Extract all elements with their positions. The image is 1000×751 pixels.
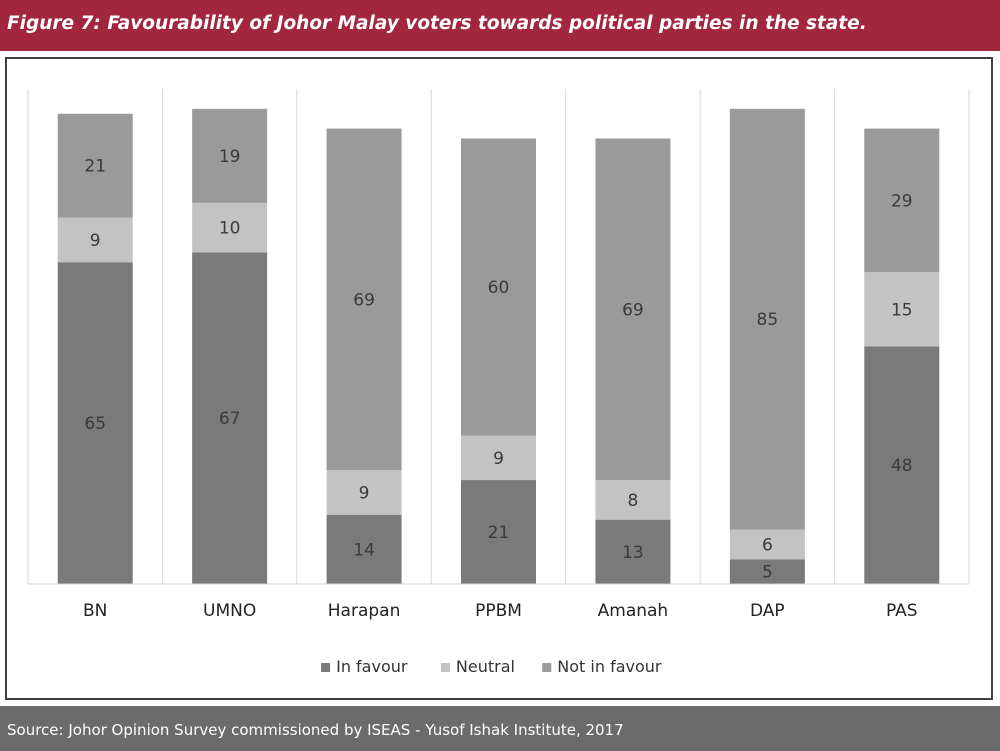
data-label: 9	[90, 231, 101, 251]
data-label: 85	[757, 310, 779, 330]
bar-segment	[192, 252, 268, 584]
data-label: 5	[762, 563, 773, 583]
bar-segment	[192, 202, 268, 253]
bar-segment	[461, 480, 536, 584]
bar-segment	[326, 514, 402, 584]
bar-segment	[57, 262, 133, 584]
bar-segment	[461, 435, 536, 481]
data-label: 67	[219, 409, 241, 429]
data-label: 9	[493, 449, 504, 469]
bar-segment	[326, 128, 402, 471]
data-label: 8	[628, 491, 639, 511]
bar-segment	[729, 108, 805, 530]
data-label: 69	[622, 300, 644, 320]
legend-label: Not in favour	[557, 657, 662, 676]
source-footer: Source: Johor Opinion Survey commissione…	[0, 706, 1000, 751]
bar-segment	[461, 138, 536, 436]
data-label: 15	[891, 300, 913, 320]
legend-swatch	[321, 663, 331, 672]
data-label: 19	[219, 147, 241, 167]
bar-segment	[864, 128, 940, 273]
chart-frame: 65 9 21 67 10 19 14 9 69 21 9 60 13 8 69 5 6 85 48 15 29 BN UM…	[5, 57, 993, 700]
category-label: PPBM	[475, 601, 522, 621]
bar-segment	[57, 217, 133, 263]
bar-segment	[729, 529, 805, 560]
data-label: 21	[488, 523, 510, 543]
bar-segment	[864, 272, 940, 347]
figure-title: Figure 7: Favourability of Johor Malay v…	[7, 13, 867, 34]
category-label: Amanah	[598, 601, 669, 621]
category-label: PAS	[886, 601, 918, 621]
category-label: UMNO	[203, 601, 256, 621]
data-label: 13	[622, 543, 644, 563]
bar-segment	[57, 113, 133, 218]
legend-label: Neutral	[456, 657, 515, 676]
legend-label: In favour	[336, 657, 408, 676]
legend-swatch	[542, 663, 552, 672]
stacked-bar-chart: 65 9 21 67 10 19 14 9 69 21 9 60 13 8 69 5 6 85 48 15 29 BN UM…	[27, 89, 970, 676]
source-text: Source: Johor Opinion Survey commissione…	[7, 721, 624, 739]
category-label: DAP	[750, 601, 785, 621]
bar-segment	[192, 108, 268, 203]
bar-segment	[864, 346, 940, 584]
data-label: 21	[84, 157, 106, 177]
bar-segment	[595, 519, 671, 584]
category-label: Harapan	[328, 601, 401, 621]
data-label: 29	[891, 191, 913, 211]
category-label: BN	[83, 601, 107, 621]
data-label: 10	[219, 219, 241, 239]
data-label: 9	[359, 483, 370, 503]
data-label: 60	[488, 278, 510, 298]
bar-segment	[729, 559, 805, 584]
bar-segment	[326, 470, 402, 515]
legend-swatch	[440, 663, 450, 672]
data-label: 48	[891, 456, 913, 476]
bar-segment	[595, 138, 671, 481]
data-label: 6	[762, 535, 773, 555]
data-label: 65	[84, 414, 106, 434]
figure-header: Figure 7: Favourability of Johor Malay v…	[0, 0, 1000, 51]
data-label: 69	[353, 290, 375, 310]
bar-segment	[595, 480, 671, 520]
data-label: 14	[353, 540, 375, 560]
